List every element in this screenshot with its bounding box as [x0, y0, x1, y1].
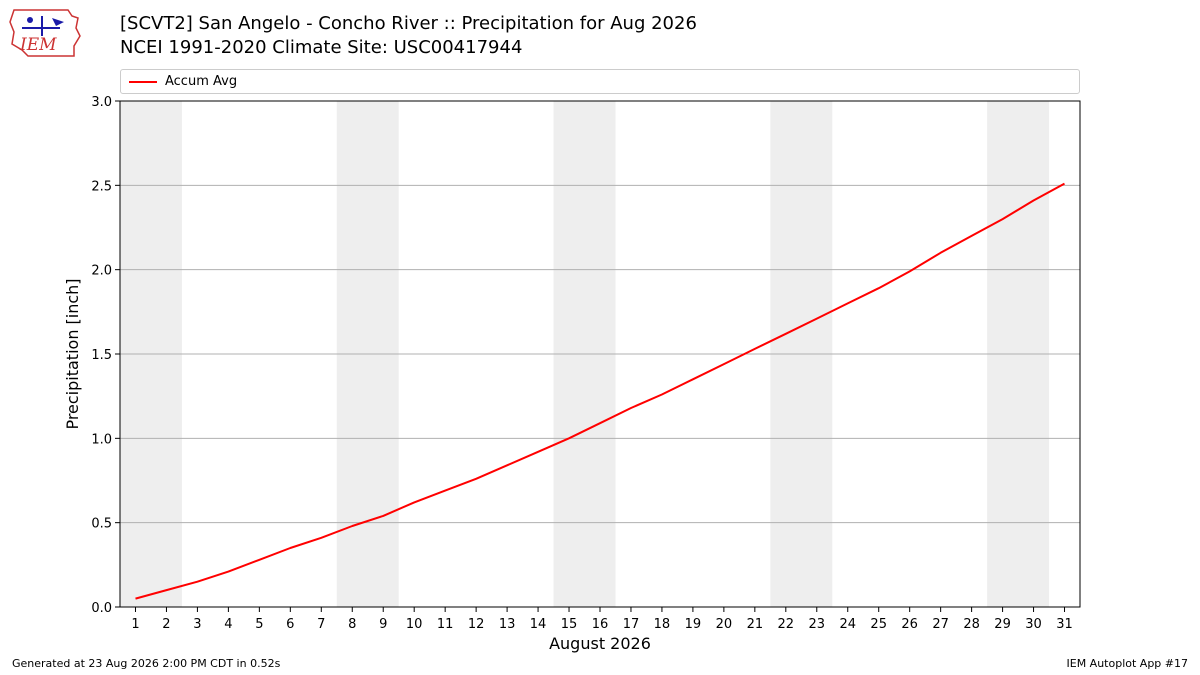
series-line-accum-avg	[135, 182, 1065, 600]
x-tick-label: 25	[870, 617, 887, 632]
x-tick-label: 24	[839, 617, 856, 632]
y-tick-label: 2.5	[91, 179, 112, 194]
y-tick-label: 1.5	[91, 348, 112, 363]
legend-label-accum-avg: Accum Avg	[165, 74, 238, 89]
x-tick-label: 4	[224, 617, 232, 632]
y-tick-label: 0.0	[91, 601, 112, 616]
x-tick-label: 3	[193, 617, 201, 632]
x-tick-label: 1	[131, 617, 139, 632]
y-axis: 0.0 0.5 1.0 1.5 2.0 2.5 3.0	[91, 95, 120, 616]
x-tick-label: 27	[932, 617, 949, 632]
x-tick-label: 11	[437, 617, 454, 632]
iem-logo: IEM	[8, 6, 84, 60]
chart-title-line1: [SCVT2] San Angelo - Concho River :: Pre…	[120, 13, 697, 34]
x-tick-label: 15	[561, 617, 578, 632]
x-tick-label: 22	[778, 617, 795, 632]
y-tick-label: 2.0	[91, 264, 112, 279]
app-credit: IEM Autoplot App #17	[1066, 657, 1189, 670]
series-layer	[135, 182, 1065, 600]
x-tick-label: 16	[592, 617, 609, 632]
x-tick-label: 28	[963, 617, 980, 632]
grid-lines	[120, 184, 1080, 524]
x-tick-label: 6	[286, 617, 294, 632]
chart-legend: Accum Avg	[120, 69, 1080, 94]
x-axis: 1 2 3 4 5 6 7 8 9 10 11 12 13 14 15 16 17 18 19 20 21 22 23 24 2…	[131, 607, 1073, 632]
x-tick-label: 17	[623, 617, 640, 632]
y-tick-label: 1.0	[91, 432, 112, 447]
x-tick-label: 9	[379, 617, 387, 632]
x-tick-label: 23	[809, 617, 826, 632]
legend-line-swatch	[129, 81, 157, 83]
x-tick-label: 31	[1056, 617, 1073, 632]
x-tick-label: 21	[747, 617, 764, 632]
x-tick-label: 26	[901, 617, 918, 632]
y-axis-label: Precipitation [inch]	[63, 278, 82, 429]
x-tick-label: 18	[654, 617, 671, 632]
x-tick-label: 8	[348, 617, 356, 632]
x-tick-label: 14	[530, 617, 547, 632]
x-tick-label: 30	[1025, 617, 1042, 632]
x-tick-label: 29	[994, 617, 1011, 632]
generated-timestamp: Generated at 23 Aug 2026 2:00 PM CDT in …	[12, 657, 281, 670]
y-tick-label: 0.5	[91, 517, 112, 532]
x-tick-label: 20	[716, 617, 733, 632]
x-tick-label: 10	[406, 617, 423, 632]
x-tick-label: 7	[317, 617, 325, 632]
iem-logo-text: IEM	[19, 35, 57, 55]
x-axis-label: August 2026	[549, 634, 651, 653]
chart-title-line2: NCEI 1991-2020 Climate Site: USC00417944	[120, 37, 523, 58]
y-tick-label: 3.0	[91, 95, 112, 110]
iem-logo-graphic: IEM	[9, 9, 81, 57]
chart-title: [SCVT2] San Angelo - Concho River :: Pre…	[120, 12, 697, 60]
x-tick-label: 5	[255, 617, 263, 632]
x-tick-label: 19	[685, 617, 702, 632]
x-tick-label: 12	[468, 617, 485, 632]
x-tick-label: 2	[162, 617, 170, 632]
x-tick-label: 13	[499, 617, 516, 632]
